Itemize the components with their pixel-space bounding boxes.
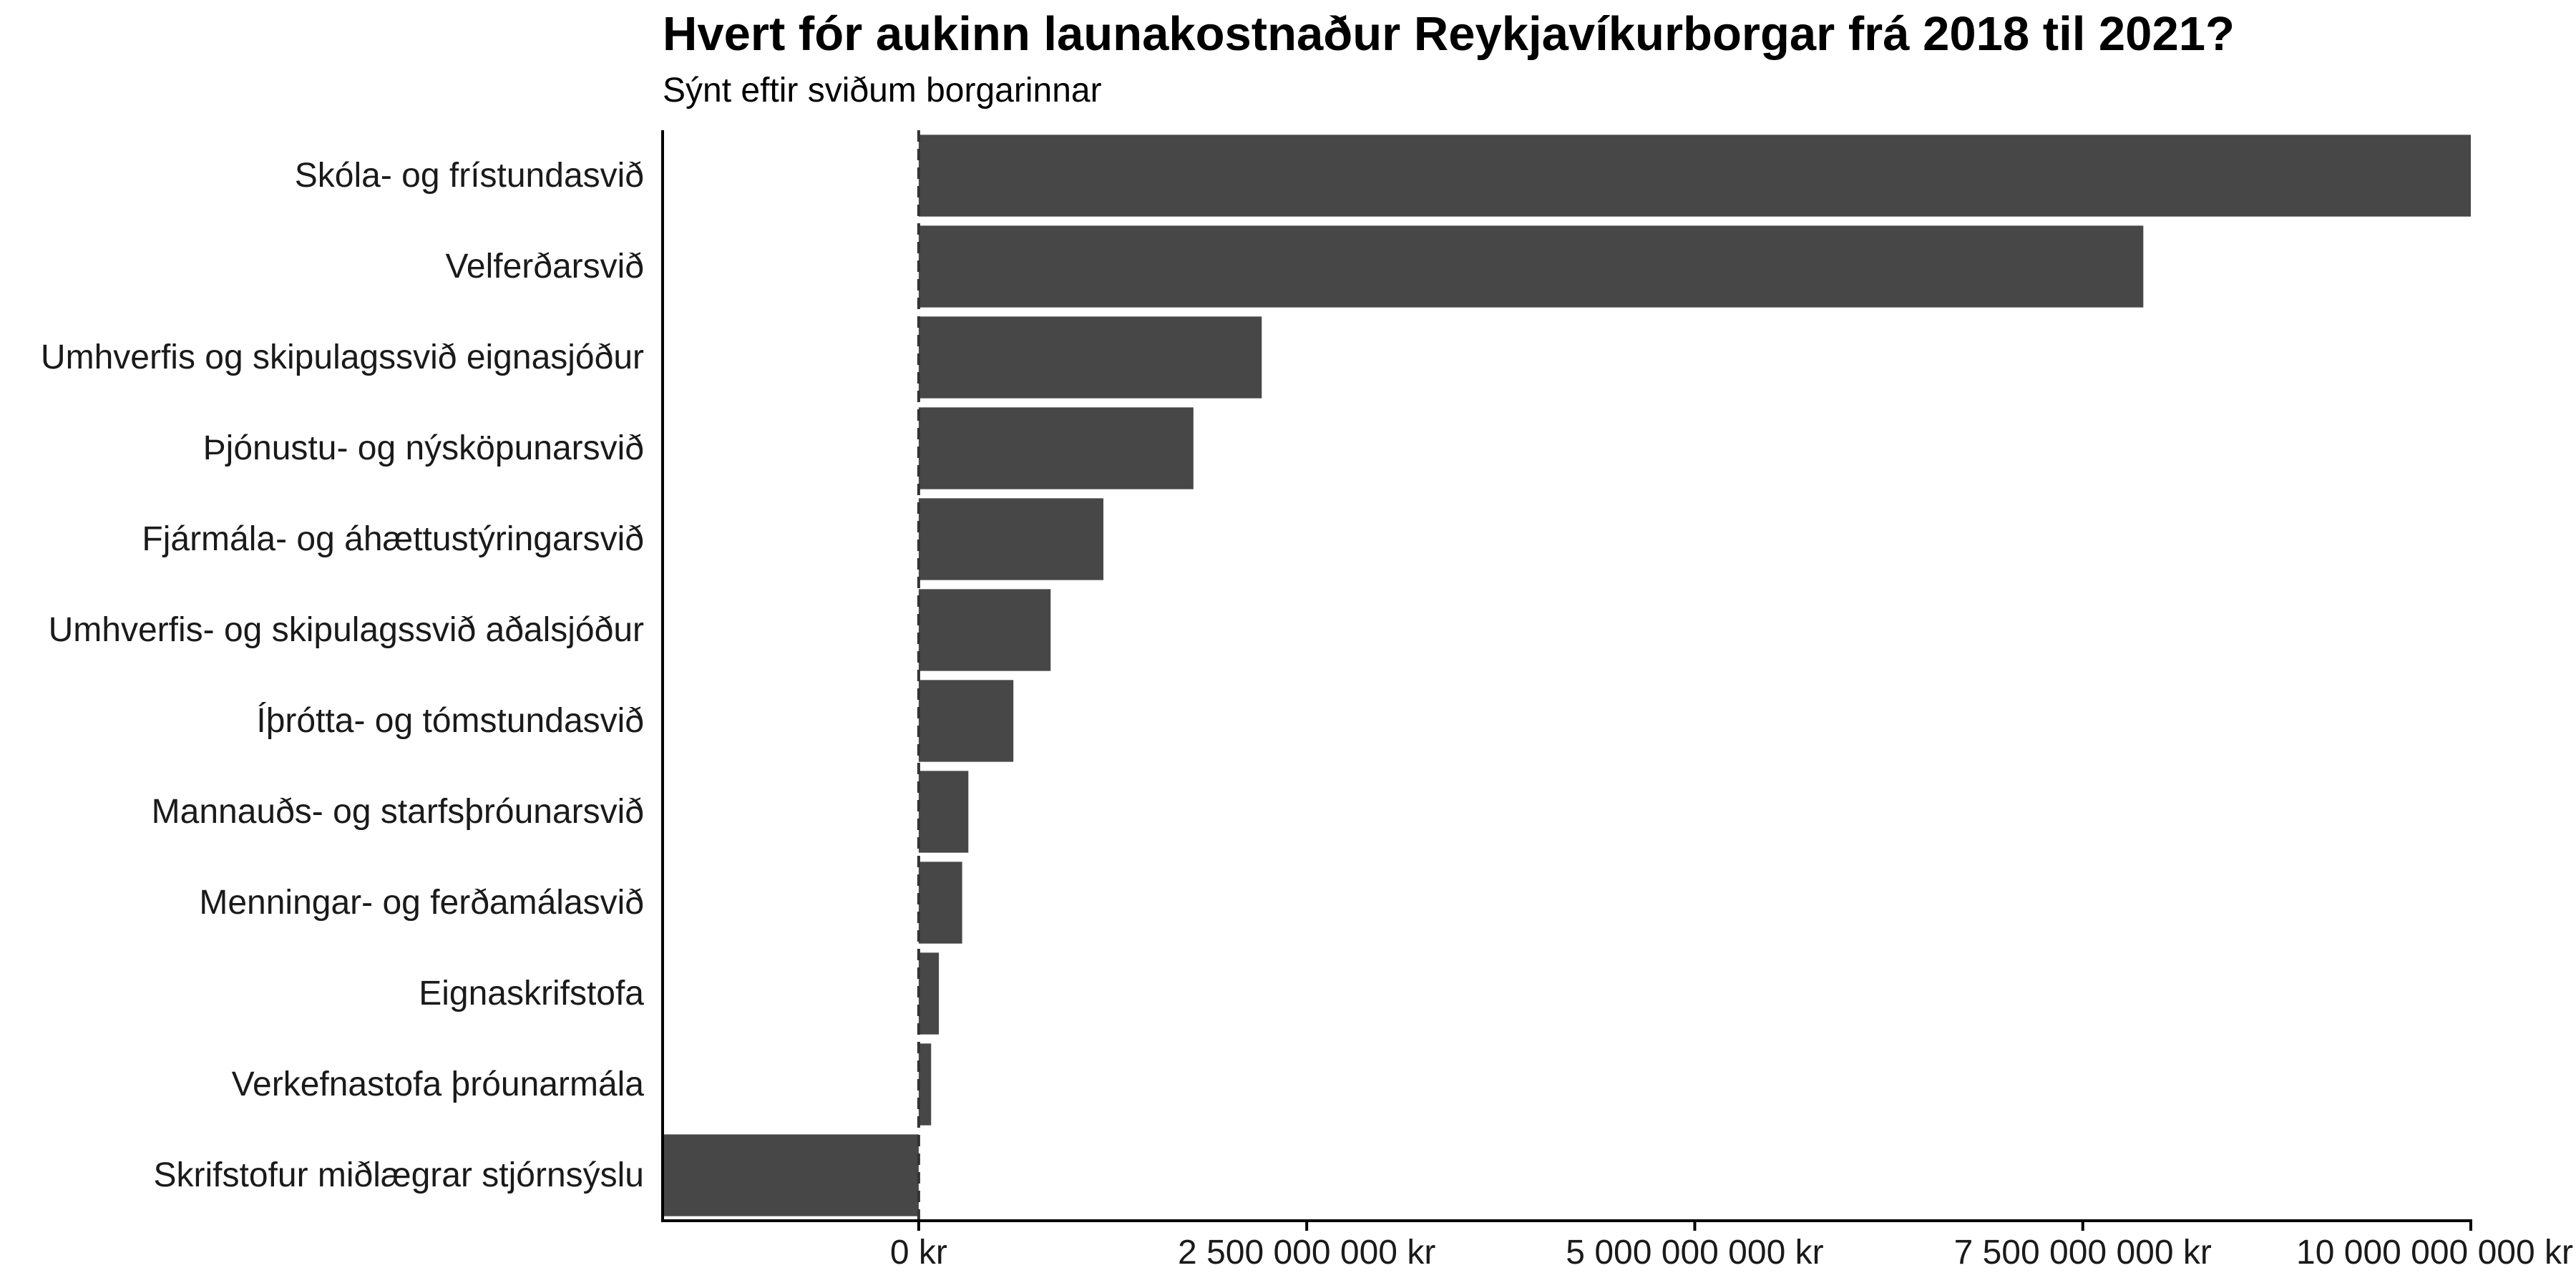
category-label: Velferðarsvið	[446, 248, 644, 286]
category-label: Skóla- og frístundasvið	[295, 157, 644, 195]
category-label: Verkefnastofa þróunarmála	[232, 1065, 645, 1103]
bar-3	[918, 316, 1262, 399]
category-labels: Skóla- og frístundasvið Velferðarsvið Umhv…	[41, 157, 644, 1194]
bar-9	[918, 862, 962, 944]
bar-5	[918, 498, 1104, 580]
x-tick-label: 2 500 000 000 kr	[1178, 1234, 1435, 1272]
category-label: Umhverfis og skipulagssvið eignasjóður	[41, 338, 644, 376]
bar-4	[918, 407, 1194, 489]
bar-2	[918, 225, 2144, 308]
bar-10	[918, 952, 940, 1035]
category-label: Þjónustu- og nýsköpunarsvið	[203, 429, 644, 467]
category-label: Umhverfis- og skipulagssvið aðalsjóður	[49, 611, 644, 649]
bar-7	[918, 680, 1014, 762]
category-label: Fjármála- og áhættustýringarsvið	[142, 520, 644, 558]
chart-subtitle: Sýnt eftir sviðum borgarinnar	[663, 72, 1102, 109]
x-tick-label: 10 000 000 000 kr	[2296, 1234, 2573, 1272]
category-label: Skrifstofur miðlægrar stjórnsýslu	[154, 1156, 645, 1194]
bar-12	[663, 1134, 919, 1216]
bar-8	[918, 771, 969, 853]
x-tick-label: 7 500 000 000 kr	[1954, 1234, 2212, 1272]
category-label: Íþrótta- og tómstundasvið	[256, 702, 644, 740]
bar-6	[918, 589, 1051, 671]
x-tick-label: 5 000 000 000 kr	[1566, 1234, 1823, 1272]
category-label: Mannauðs- og starfsþróunarsvið	[152, 793, 644, 831]
category-label: Menningar- og ferðamálasvið	[199, 884, 644, 922]
category-label: Eignaskrifstofa	[419, 975, 644, 1013]
chart-title: Hvert fór aukinn launakostnaður Reykjaví…	[663, 7, 2235, 61]
bars-layer	[663, 135, 2471, 1216]
x-axis-ticks: 0 kr 2 500 000 000 kr 5 000 000 000 kr 7 50…	[890, 1221, 2573, 1272]
bar-11	[918, 1043, 932, 1126]
bar-1	[918, 135, 2471, 217]
x-tick-label: 0 kr	[890, 1234, 947, 1272]
